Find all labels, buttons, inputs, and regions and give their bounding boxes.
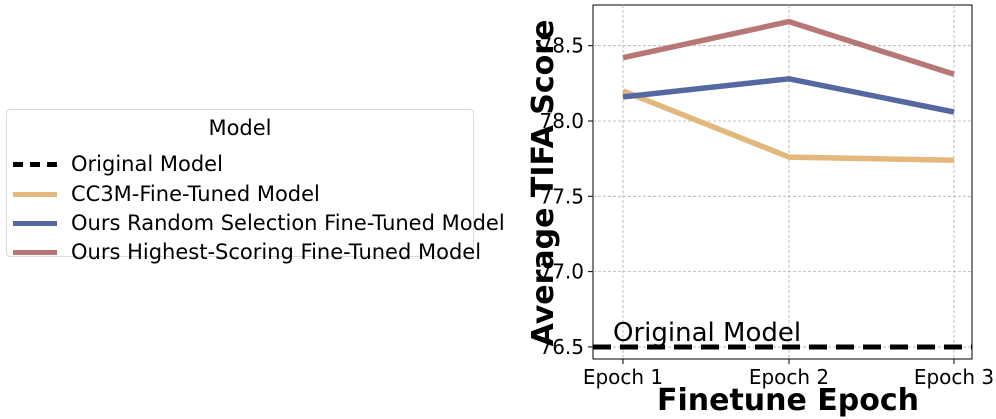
y-tick-label: 77.0 bbox=[539, 260, 584, 284]
legend-swatch-highest bbox=[13, 249, 57, 255]
y-tick-label: 77.5 bbox=[539, 184, 584, 208]
series-line-3 bbox=[622, 18, 955, 77]
legend-label: Ours Highest-Scoring Fine-Tuned Model bbox=[71, 240, 482, 264]
y-tick-label: 78.0 bbox=[539, 109, 584, 133]
y-axis-label: Average TIFA Score bbox=[526, 20, 561, 347]
legend-label: Ours Random Selection Fine-Tuned Model bbox=[71, 211, 505, 235]
legend-swatch-dashed bbox=[13, 161, 57, 167]
plot-area bbox=[592, 4, 973, 360]
y-tick-label: 76.5 bbox=[539, 335, 584, 359]
x-axis-label: Finetune Epoch bbox=[657, 383, 919, 418]
legend-title: Model bbox=[208, 116, 272, 140]
legend-swatch-cc3m bbox=[13, 191, 57, 197]
legend-item-random-selection: Ours Random Selection Fine-Tuned Model bbox=[11, 208, 505, 238]
x-tick-label: Epoch 1 bbox=[583, 365, 663, 389]
legend-item-cc3m: CC3M-Fine-Tuned Model bbox=[11, 179, 320, 209]
legend: Model Original Model CC3M-Fine-Tuned Mod… bbox=[6, 109, 505, 264]
y-tick-label: 78.5 bbox=[539, 34, 584, 58]
series-line-2 bbox=[622, 76, 955, 115]
x-axis-ticks: Epoch 1 Epoch 2 Epoch 3 bbox=[583, 359, 994, 389]
legend-swatch-random bbox=[13, 220, 57, 226]
legend-label: CC3M-Fine-Tuned Model bbox=[71, 182, 320, 206]
x-tick-label: Epoch 2 bbox=[749, 365, 829, 389]
legend-item-original-model: Original Model bbox=[11, 149, 223, 179]
y-axis-ticks: 76.5 77.0 77.5 78.0 78.5 bbox=[539, 34, 593, 359]
series-group bbox=[621, 18, 955, 163]
legend-label: Original Model bbox=[71, 152, 223, 176]
series-line-1 bbox=[621, 88, 955, 163]
reference-line-group: Original Model bbox=[593, 318, 972, 350]
grid-lines bbox=[593, 5, 972, 359]
x-tick-label: Epoch 3 bbox=[914, 365, 994, 389]
legend-item-highest-scoring: Ours Highest-Scoring Fine-Tuned Model bbox=[11, 237, 481, 267]
reference-line-annotation: Original Model bbox=[613, 318, 801, 348]
